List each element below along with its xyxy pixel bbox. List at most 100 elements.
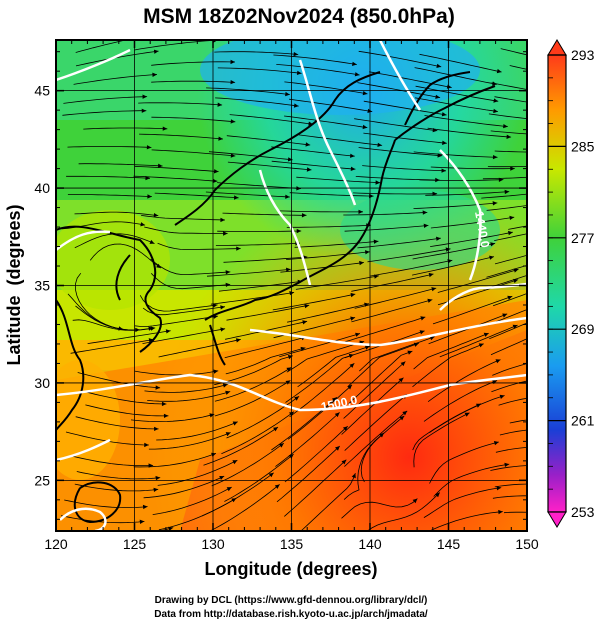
streamline-arrow [142, 504, 148, 510]
streamline [150, 258, 231, 275]
streamline-arrow [400, 361, 406, 367]
streamline [271, 160, 356, 170]
streamline-arrow [428, 272, 434, 278]
streamline-arrow [574, 486, 579, 490]
streamline-arrow [341, 459, 347, 465]
streamline-arrow [420, 316, 426, 321]
streamline [214, 367, 292, 402]
streamline-arrow [379, 432, 384, 438]
streamline-arrow [504, 189, 510, 195]
streamline-arrow [334, 412, 340, 418]
streamline-arrow [231, 498, 237, 503]
streamline-arrow [567, 163, 572, 167]
streamline [148, 432, 231, 450]
streamline [486, 205, 527, 211]
streamline [64, 499, 148, 508]
streamline [343, 361, 406, 419]
streamline-arrow [442, 140, 447, 145]
streamline [278, 210, 364, 213]
streamline-arrow [230, 59, 235, 65]
streamline [224, 453, 294, 502]
streamline [147, 391, 231, 402]
footer-drawing-credit: Drawing by DCL (https://www.gfd-dennou.o… [155, 595, 428, 606]
streamline-arrow [153, 32, 158, 36]
streamline [296, 176, 381, 184]
streamline [503, 511, 527, 514]
streamline [77, 372, 161, 389]
streamline [203, 426, 279, 466]
streamline-arrow [225, 282, 231, 287]
x-tick-label: 120 [44, 536, 68, 552]
streamline-arrow [364, 345, 370, 350]
colorbar-tick-label: 269 [571, 321, 595, 337]
y-tick-label: 35 [34, 278, 50, 294]
streamline-arrow [213, 169, 219, 174]
streamline [492, 293, 527, 307]
streamline [154, 192, 239, 199]
streamline-arrow [218, 136, 223, 141]
streamline [369, 71, 452, 88]
streamline [78, 163, 163, 167]
streamline [63, 96, 148, 104]
streamline-arrow [398, 377, 404, 383]
streamline [419, 53, 502, 73]
streamline [509, 419, 527, 424]
x-tick-label: 145 [437, 536, 461, 552]
streamline [297, 345, 370, 388]
streamline [491, 82, 527, 90]
streamline [158, 497, 237, 531]
streamline [430, 231, 513, 247]
streamline-arrow [565, 537, 570, 541]
streamline [419, 179, 504, 181]
streamline [494, 233, 527, 241]
streamline [214, 51, 299, 55]
streamline [415, 85, 499, 102]
streamline-arrow [212, 178, 218, 184]
streamline [287, 303, 370, 323]
colorbar: 293 285 277 269 261 253 [547, 39, 595, 528]
streamline-arrow [296, 228, 302, 234]
streamline [286, 251, 370, 260]
plot-grid [56, 40, 527, 531]
streamline [225, 320, 308, 340]
streamline [273, 54, 357, 65]
streamline [369, 259, 453, 277]
streamline [289, 192, 374, 197]
x-tick-label: 125 [123, 536, 147, 552]
streamline-arrow [423, 223, 429, 228]
streamline-arrow [374, 274, 379, 279]
streamline [134, 370, 219, 376]
streamline [300, 473, 356, 531]
streamline-arrow [268, 472, 274, 478]
streamline-arrow [377, 142, 383, 147]
streamline [60, 515, 145, 524]
streamline [487, 166, 527, 168]
streamline [225, 347, 306, 375]
streamline [226, 395, 300, 439]
streamline [152, 486, 232, 515]
streamline-arrow [302, 320, 308, 325]
streamline [76, 471, 161, 480]
streamline-arrow [350, 292, 356, 298]
streamline-arrow [429, 336, 435, 341]
colorbar-top-arrow [547, 39, 567, 56]
streamline [208, 151, 293, 161]
streamline-arrow [308, 121, 314, 126]
streamline-arrow [575, 447, 580, 451]
streamline [226, 304, 310, 321]
streamline-arrow [567, 351, 572, 355]
streamline [492, 363, 527, 376]
streamline [221, 411, 295, 455]
streamline-arrow [219, 476, 225, 480]
streamline-arrow [225, 432, 231, 437]
streamline [284, 425, 348, 483]
streamline [224, 336, 307, 359]
streamline [134, 165, 219, 172]
streamline [275, 412, 340, 467]
streamline-arrow [155, 385, 161, 390]
streamline-arrow [225, 270, 231, 275]
streamline [286, 224, 371, 228]
streamline-arrow [355, 332, 360, 337]
streamline-arrow [572, 498, 577, 502]
streamline-arrow [149, 239, 155, 244]
